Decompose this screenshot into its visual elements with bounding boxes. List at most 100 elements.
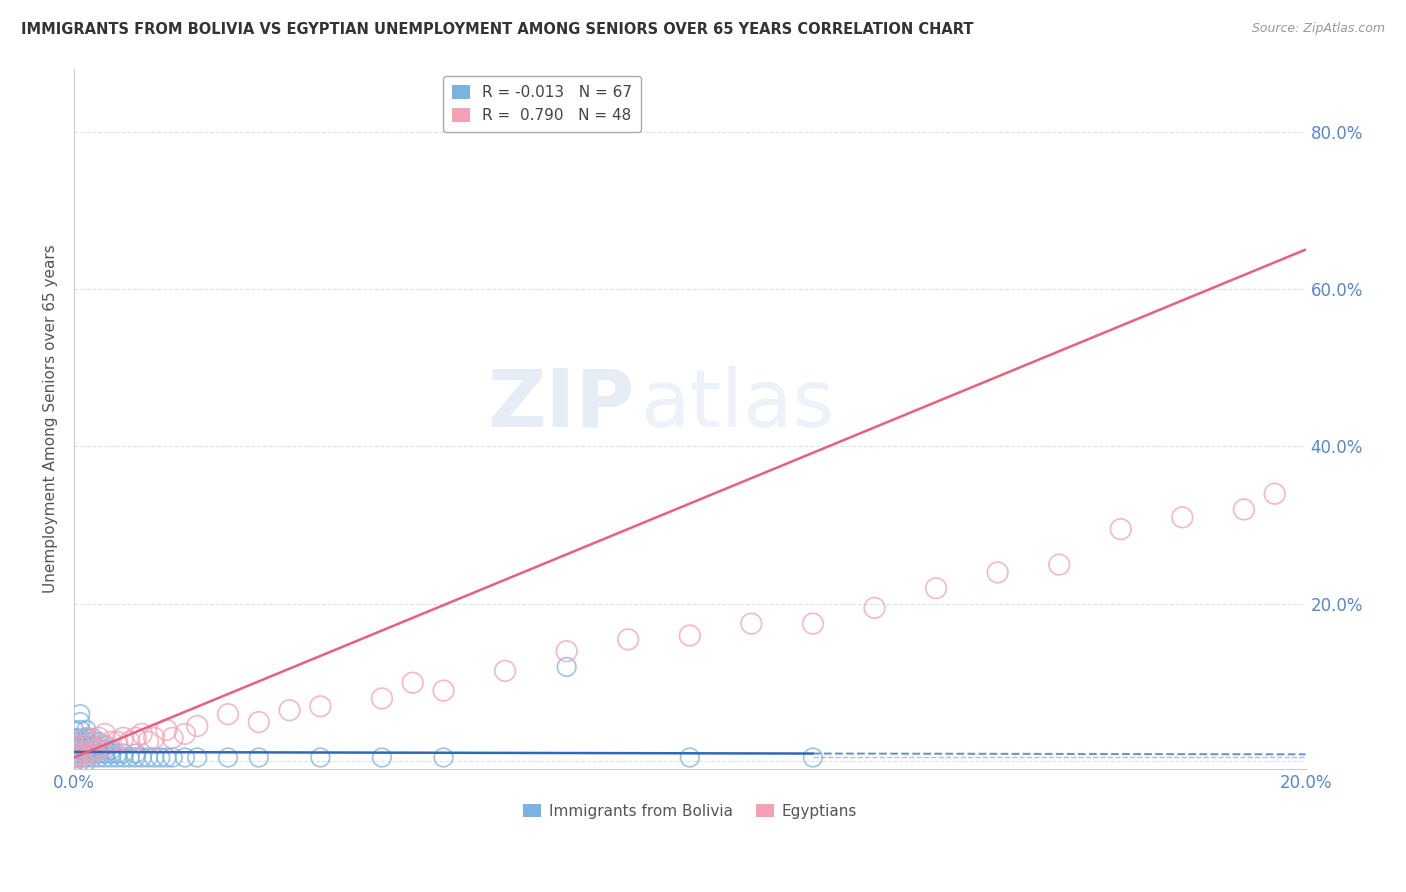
Point	[100, 735, 122, 749]
Point	[69, 739, 91, 753]
Point	[75, 731, 97, 745]
Point	[118, 750, 141, 764]
Point	[740, 616, 762, 631]
Point	[494, 664, 516, 678]
Point	[94, 750, 117, 764]
Point	[112, 750, 135, 764]
Y-axis label: Unemployment Among Seniors over 65 years: Unemployment Among Seniors over 65 years	[44, 244, 58, 593]
Point	[69, 723, 91, 737]
Point	[69, 731, 91, 745]
Point	[863, 600, 886, 615]
Point	[75, 723, 97, 737]
Point	[371, 750, 394, 764]
Point	[679, 750, 702, 764]
Point	[217, 750, 239, 764]
Point	[94, 742, 117, 756]
Point	[131, 727, 153, 741]
Point	[143, 750, 166, 764]
Point	[174, 727, 197, 741]
Point	[149, 750, 172, 764]
Point	[94, 747, 117, 761]
Point	[63, 739, 86, 753]
Point	[679, 628, 702, 642]
Point	[1109, 522, 1132, 536]
Point	[94, 739, 117, 753]
Point	[100, 750, 122, 764]
Point	[82, 747, 104, 761]
Point	[155, 750, 177, 764]
Point	[925, 581, 948, 595]
Point	[94, 727, 117, 741]
Point	[136, 750, 159, 764]
Point	[69, 747, 91, 761]
Point	[63, 731, 86, 745]
Point	[555, 644, 578, 658]
Point	[87, 747, 110, 761]
Point	[82, 735, 104, 749]
Point	[555, 660, 578, 674]
Point	[124, 731, 146, 745]
Point	[162, 731, 184, 745]
Text: Source: ZipAtlas.com: Source: ZipAtlas.com	[1251, 22, 1385, 36]
Point	[63, 742, 86, 756]
Point	[75, 735, 97, 749]
Point	[63, 735, 86, 749]
Point	[75, 739, 97, 753]
Point	[75, 731, 97, 745]
Point	[63, 750, 86, 764]
Point	[309, 750, 332, 764]
Point	[75, 742, 97, 756]
Point	[75, 755, 97, 769]
Point	[112, 747, 135, 761]
Point	[94, 739, 117, 753]
Point	[82, 731, 104, 745]
Point	[105, 747, 128, 761]
Point	[63, 750, 86, 764]
Point	[69, 750, 91, 764]
Point	[136, 735, 159, 749]
Point	[432, 750, 454, 764]
Point	[63, 747, 86, 761]
Point	[63, 739, 86, 753]
Point	[309, 699, 332, 714]
Point	[105, 750, 128, 764]
Point	[131, 750, 153, 764]
Point	[105, 735, 128, 749]
Point	[63, 747, 86, 761]
Point	[69, 750, 91, 764]
Point	[155, 723, 177, 737]
Point	[1233, 502, 1256, 516]
Point	[69, 755, 91, 769]
Point	[82, 747, 104, 761]
Point	[100, 742, 122, 756]
Point	[87, 735, 110, 749]
Point	[75, 750, 97, 764]
Point	[1047, 558, 1070, 572]
Point	[82, 735, 104, 749]
Point	[82, 742, 104, 756]
Point	[432, 683, 454, 698]
Point	[247, 714, 270, 729]
Point	[402, 675, 425, 690]
Point	[69, 739, 91, 753]
Point	[186, 750, 208, 764]
Point	[69, 714, 91, 729]
Point	[278, 703, 301, 717]
Point	[87, 742, 110, 756]
Point	[82, 750, 104, 764]
Point	[75, 747, 97, 761]
Point	[247, 750, 270, 764]
Point	[217, 707, 239, 722]
Point	[617, 632, 640, 647]
Text: ZIP: ZIP	[486, 366, 634, 444]
Point	[371, 691, 394, 706]
Point	[69, 747, 91, 761]
Point	[100, 747, 122, 761]
Point	[124, 747, 146, 761]
Point	[82, 739, 104, 753]
Point	[143, 731, 166, 745]
Point	[87, 731, 110, 745]
Point	[118, 735, 141, 749]
Point	[124, 750, 146, 764]
Point	[801, 750, 824, 764]
